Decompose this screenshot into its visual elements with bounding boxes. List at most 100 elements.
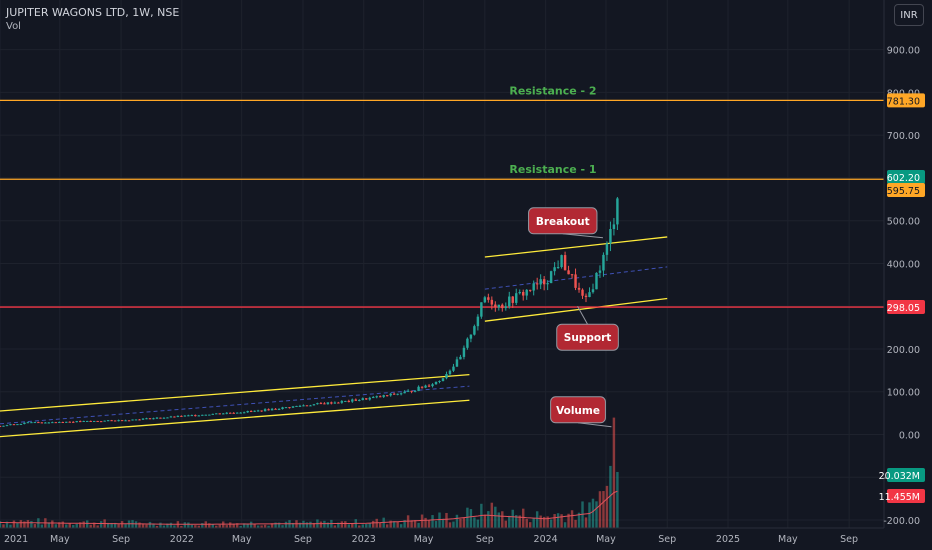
volume-bar (392, 521, 396, 528)
volume-bar (434, 521, 438, 528)
channel-lower-line (0, 399, 470, 438)
volume-tag-text: 11.455M (879, 492, 920, 503)
candle (504, 306, 508, 309)
volume-bar (284, 521, 288, 528)
candle (169, 416, 173, 418)
volume-bar (0, 521, 2, 528)
volume-bar (232, 523, 235, 528)
candle (110, 420, 113, 422)
volume-bar (389, 520, 392, 528)
candle (455, 359, 459, 367)
volume-bar (591, 498, 595, 528)
volume-bar (605, 485, 609, 528)
time-tick-label: May (596, 534, 616, 545)
candle (466, 338, 469, 348)
callout-volume: Volume (550, 396, 612, 428)
volume-bar (190, 524, 194, 528)
candle (61, 422, 65, 424)
candle (166, 417, 169, 419)
price-tick-label: 700.00 (887, 131, 920, 142)
candle (131, 419, 134, 421)
volume-bar (208, 523, 211, 528)
volume-bar (239, 525, 242, 528)
candle (288, 407, 291, 409)
volume-bar (246, 523, 249, 528)
volume-bar (448, 522, 452, 528)
candle (312, 404, 316, 406)
volume-bar (72, 525, 75, 528)
volume-bar (616, 471, 619, 528)
candle (19, 423, 23, 425)
candle (120, 420, 124, 422)
time-tick-label: Sep (840, 534, 858, 545)
candle (340, 401, 344, 403)
candle (556, 267, 560, 269)
candle (351, 399, 354, 402)
candle (410, 390, 413, 392)
volume-bar (65, 524, 68, 528)
candle (532, 283, 535, 291)
time-tick-label: May (778, 534, 798, 545)
volume-bar (270, 523, 274, 528)
candle (326, 402, 330, 405)
candle (560, 255, 563, 268)
volume-tag-bg (887, 489, 925, 503)
volume-bar (211, 524, 214, 528)
volume-indicator-label: Vol (6, 21, 21, 32)
volume-bar (560, 514, 563, 528)
volume-bar (16, 523, 19, 528)
volume-bar (225, 525, 228, 528)
volume-bar (169, 522, 173, 528)
candle (358, 399, 361, 401)
volume-tag: 20.032M (879, 468, 925, 482)
candle (256, 410, 260, 412)
volume-bar (145, 524, 148, 528)
price-tick-label: 0.00 (899, 430, 920, 441)
callout-support: Support (556, 305, 619, 351)
volume-bar (305, 522, 309, 528)
volume-bar (51, 520, 54, 528)
candle (263, 409, 267, 412)
volume-bar (584, 517, 588, 528)
candle (9, 424, 12, 426)
time-tick-label: Sep (294, 534, 312, 545)
candle (469, 334, 473, 339)
volume-bar (459, 518, 462, 528)
volume-bar (201, 523, 204, 528)
candle (542, 279, 546, 285)
candle (249, 410, 253, 412)
currency-button[interactable]: INR (894, 4, 924, 26)
volume-bar (532, 517, 535, 528)
candle (309, 405, 312, 407)
volume-bar (445, 512, 448, 528)
volume-bar (413, 520, 417, 528)
volume-bar (117, 524, 120, 528)
candle (79, 421, 82, 423)
volume-bar (501, 511, 504, 528)
price-tick-label: 200.00 (887, 345, 920, 356)
volume-bar (406, 515, 410, 528)
volume-bar (110, 522, 113, 528)
candle (26, 422, 30, 424)
callout-label: Support (564, 332, 611, 344)
candle (375, 396, 378, 398)
candle (201, 414, 204, 416)
volume-bar (159, 522, 162, 528)
volume-bar (263, 524, 267, 528)
candle (546, 283, 549, 285)
candle (581, 289, 584, 296)
volume-bar (75, 523, 78, 528)
volume-bar (372, 520, 375, 528)
time-tick-label: Sep (112, 534, 130, 545)
volume-bar (194, 525, 197, 528)
candle (431, 384, 434, 387)
time-tick-label: 2024 (534, 534, 558, 545)
candle (183, 415, 187, 417)
volume-bar (291, 522, 295, 528)
candle (117, 420, 120, 422)
candle (337, 402, 340, 404)
candle (567, 270, 570, 275)
candle (389, 393, 392, 396)
